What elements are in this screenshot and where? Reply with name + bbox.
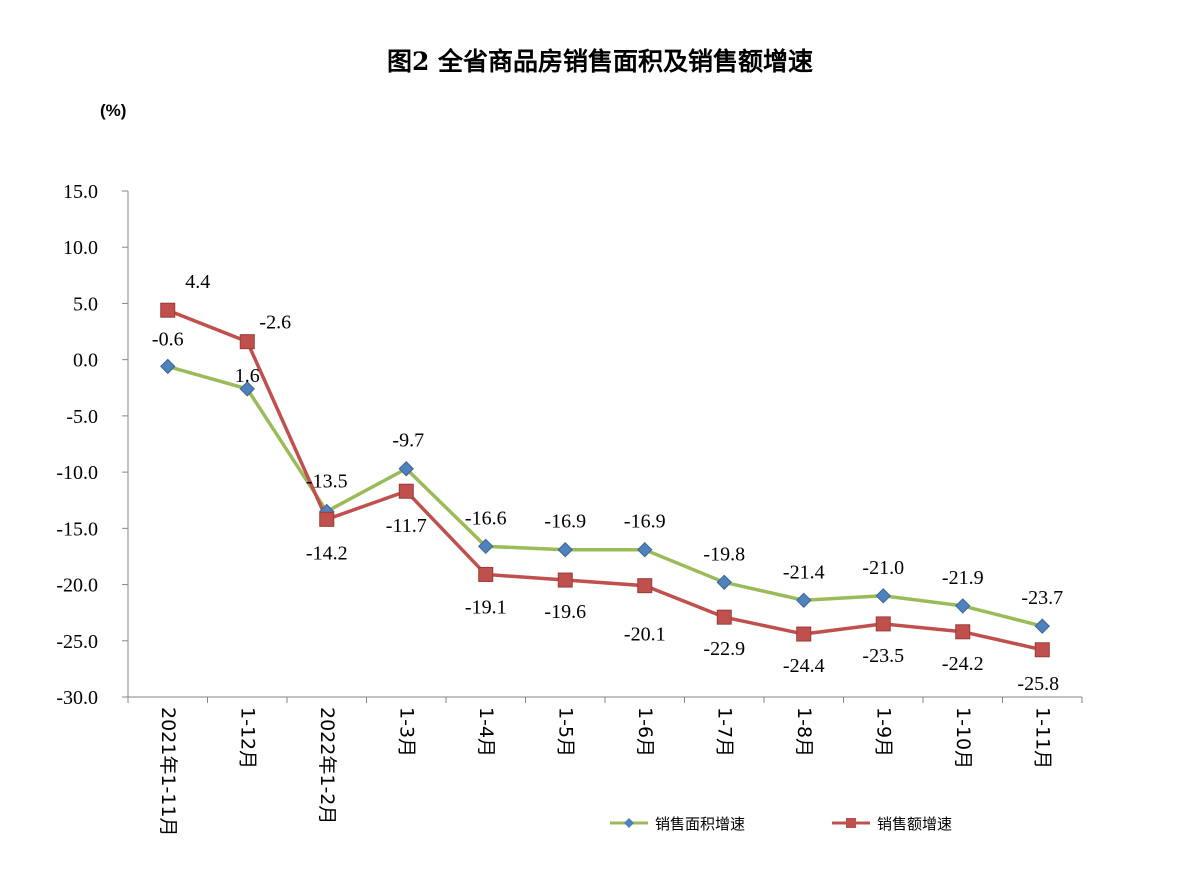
legend: 销售面积增速 销售额增速 (610, 815, 952, 833)
data-label: -22.9 (703, 638, 745, 660)
data-label: -2.6 (259, 312, 291, 334)
data-label: -19.1 (465, 596, 507, 618)
y-tick-label: -15.0 (56, 518, 98, 540)
data-label: -9.7 (392, 430, 424, 452)
y-unit-label: (%) (100, 101, 126, 120)
x-tick-label: 1-5月 (554, 707, 576, 757)
y-tick-label: 5.0 (73, 293, 98, 315)
data-label: -24.2 (942, 653, 984, 675)
x-tick-label: 2021年1-11月 (157, 707, 179, 836)
x-tick-label: 1-9月 (872, 707, 894, 757)
data-label: -14.2 (306, 542, 348, 564)
series-1-point (875, 616, 891, 632)
x-tick-label: 1-10月 (952, 707, 974, 769)
data-label: -21.4 (783, 561, 825, 583)
y-tick-label: -20.0 (56, 575, 98, 597)
series-1-point (1034, 642, 1050, 658)
y-tick-label: -5.0 (66, 406, 98, 428)
series-0-point (955, 598, 971, 614)
series-0-point (875, 588, 891, 604)
legend-label: 销售额增速 (877, 815, 952, 833)
data-label: -19.6 (544, 601, 586, 623)
data-label: -11.7 (386, 515, 427, 537)
series-1-point (557, 572, 573, 588)
data-label: -0.6 (152, 328, 184, 350)
series-0-point (637, 541, 653, 558)
series-line-0 (166, 364, 1044, 628)
chart-title: 图2 全省商品房销售面积及销售额增速 (387, 47, 813, 76)
x-tick-label: 2022年1-2月 (316, 707, 338, 824)
data-label: -23.7 (1021, 587, 1063, 609)
y-tick-label: -30.0 (56, 687, 98, 709)
x-tick-label: 1-7月 (713, 707, 735, 757)
data-label: -21.9 (942, 567, 984, 589)
y-tick-label: 15.0 (63, 181, 98, 203)
series-0-point (796, 592, 812, 609)
data-label: -25.8 (1017, 673, 1059, 695)
series-1-point (955, 624, 971, 640)
series-0-point (1034, 618, 1050, 634)
series-1-point (478, 566, 494, 582)
data-label: -20.1 (624, 624, 666, 646)
axes: 15.0 10.0 5.0 0.0 -5.0 -10.0 -15.0 -20.0 -25.0 -3… (56, 181, 1083, 836)
data-label: -13.5 (306, 470, 348, 492)
series-1-point (637, 578, 653, 594)
series-0-point (478, 538, 494, 555)
data-label: 4.4 (185, 271, 210, 293)
x-tick-label: 1-11月 (1031, 707, 1053, 769)
x-tick-label: 1-4月 (475, 707, 497, 757)
data-label: -21.0 (862, 557, 904, 579)
series-0-point (557, 541, 573, 558)
y-tick-label: -10.0 (56, 462, 98, 484)
data-label: -24.4 (783, 655, 825, 677)
series-1-point (796, 626, 812, 642)
x-tick-label: 1-3月 (395, 707, 417, 757)
series-0-point (398, 461, 414, 477)
series-1-point (398, 483, 414, 499)
data-label: 1.6 (235, 365, 260, 387)
series-line-1 (166, 308, 1044, 652)
series-1-point (716, 609, 732, 625)
data-labels: -0.6 1.6 -13.5 -9.7 -16.6 -16.9 -16.9 -19.8 -21.… (152, 271, 1063, 695)
legend-marker (846, 818, 856, 828)
series-0-point (160, 358, 176, 375)
data-label: -19.8 (703, 543, 745, 565)
series-0-point (716, 574, 732, 591)
series-layer (160, 302, 1050, 658)
x-tick-label: 1-6月 (634, 707, 656, 757)
y-tick-label: 0.0 (73, 350, 98, 372)
legend-label: 销售面积增速 (655, 815, 745, 833)
data-label: -16.9 (544, 511, 586, 533)
legend-marker (624, 818, 634, 828)
y-tick-label: 10.0 (63, 237, 98, 259)
data-label: -23.5 (862, 645, 904, 667)
series-1-point (160, 302, 176, 318)
series-0-point (239, 381, 255, 397)
x-tick-label: 1-12月 (236, 707, 258, 769)
data-label: -16.9 (624, 511, 666, 533)
data-label: -16.6 (465, 507, 507, 529)
series-1-point (319, 511, 335, 527)
y-tick-label: -25.0 (56, 631, 98, 653)
x-tick-label: 1-8月 (793, 707, 815, 757)
series-1-point (239, 334, 255, 350)
